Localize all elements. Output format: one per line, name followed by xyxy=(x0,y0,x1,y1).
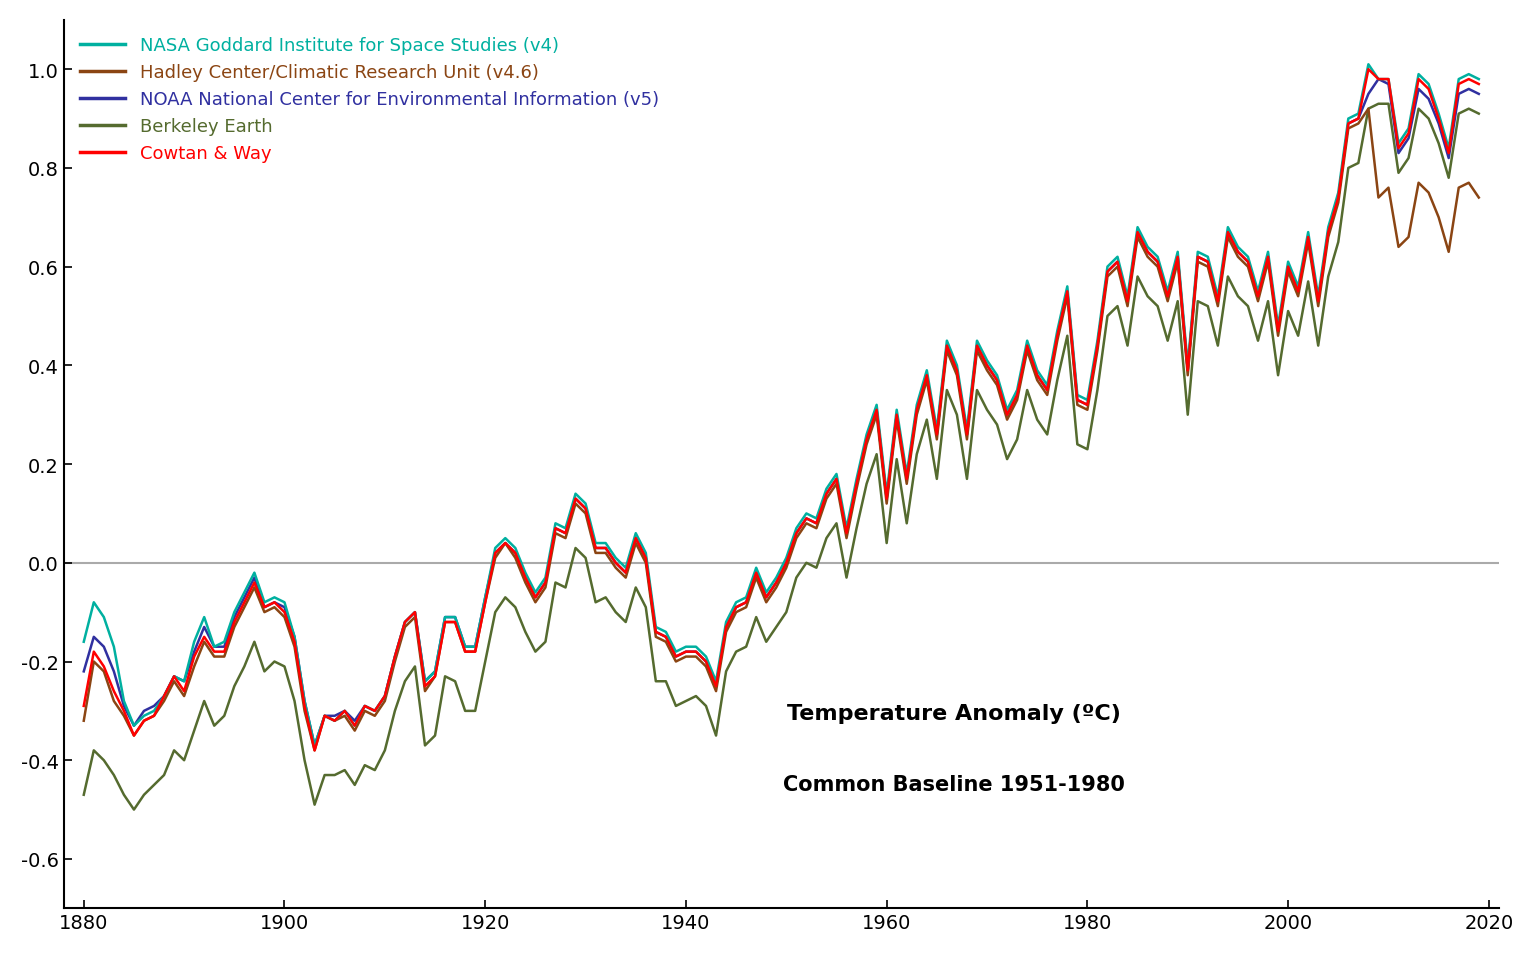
Text: Common Baseline 1951-1980: Common Baseline 1951-1980 xyxy=(782,774,1124,794)
Legend: NASA Goddard Institute for Space Studies (v4), Hadley Center/Climatic Research U: NASA Goddard Institute for Space Studies… xyxy=(72,30,667,171)
Text: Temperature Anomaly (ºC): Temperature Anomaly (ºC) xyxy=(786,703,1120,723)
